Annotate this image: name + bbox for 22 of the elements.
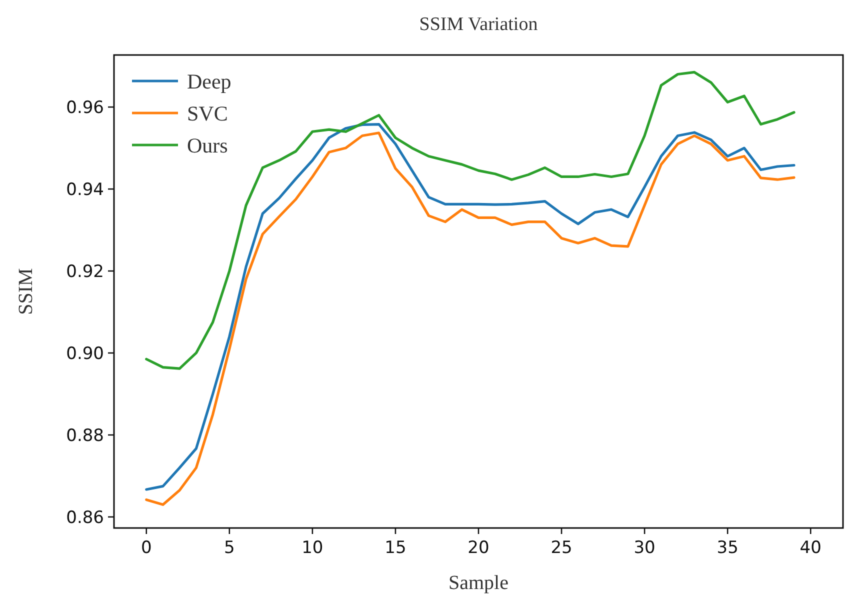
x-tick-label: 30	[634, 538, 656, 558]
legend-label: Deep	[187, 69, 232, 94]
x-tick-label: 5	[224, 538, 235, 558]
x-tick-label: 40	[800, 538, 822, 558]
y-tick-label: 0.86	[66, 508, 104, 528]
y-tick-label: 0.94	[66, 180, 104, 200]
x-tick-label: 15	[384, 538, 406, 558]
y-axis-title: SSIM	[15, 268, 37, 315]
x-tick-label: 25	[550, 538, 572, 558]
legend-label: SVC	[187, 101, 228, 126]
y-tick-label: 0.92	[66, 262, 104, 282]
x-tick-label: 20	[468, 538, 490, 558]
y-tick-label: 0.96	[66, 98, 104, 118]
legend-label: Ours	[187, 133, 228, 158]
x-tick-label: 10	[302, 538, 324, 558]
chart-title: SSIM Variation	[419, 14, 538, 35]
y-tick-label: 0.88	[66, 426, 104, 446]
x-tick-label: 0	[140, 538, 152, 558]
x-tick-label: 35	[716, 538, 738, 558]
line-series	[145, 70, 796, 370]
x-axis-title: Sample	[448, 572, 509, 594]
y-tick-label: 0.90	[66, 344, 104, 364]
